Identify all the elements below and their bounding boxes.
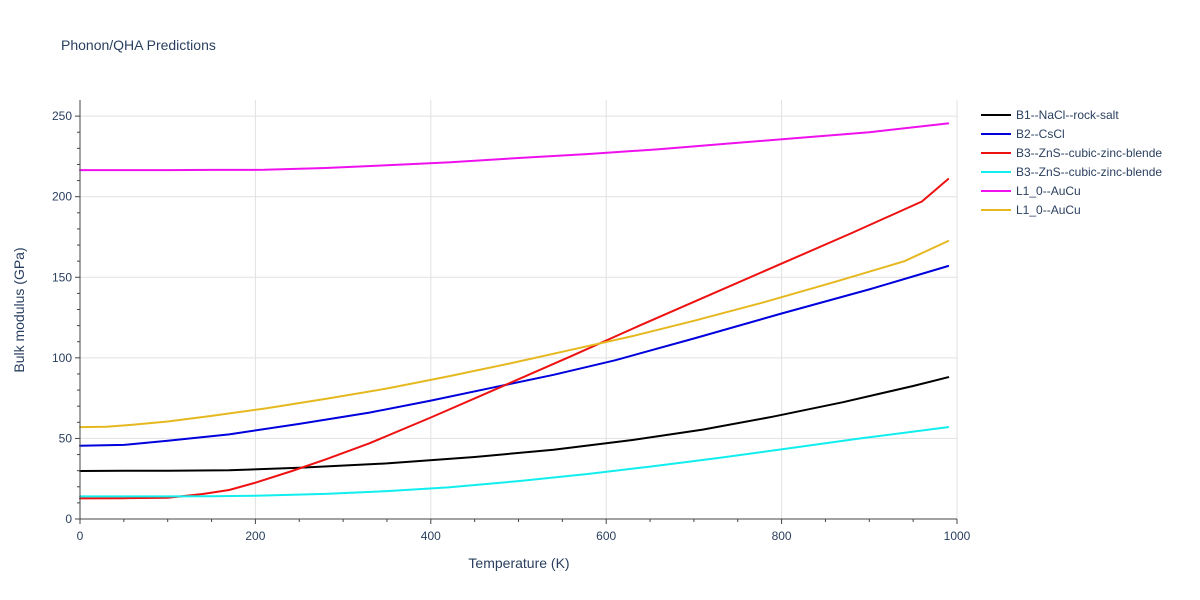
x-tick-label: 200 bbox=[245, 529, 265, 543]
legend-label: B1--NaCl--rock-salt bbox=[1016, 108, 1119, 122]
legend-item-2[interactable]: B2--CsCl bbox=[981, 127, 1065, 141]
x-tick-label: 400 bbox=[421, 529, 441, 543]
y-tick-label: 50 bbox=[59, 431, 73, 445]
x-tick-label: 1000 bbox=[944, 529, 971, 543]
legend-item-5[interactable]: L1_0--AuCu bbox=[981, 184, 1081, 198]
legend-label: B2--CsCl bbox=[1016, 127, 1065, 141]
series-line-3 bbox=[79, 178, 950, 500]
y-tick-label: 100 bbox=[52, 351, 72, 365]
legend-item-6[interactable]: L1_0--AuCu bbox=[981, 203, 1081, 217]
legend: B1--NaCl--rock-salt B2--CsCl B3--ZnS--cubi… bbox=[981, 108, 1162, 217]
x-tick-label: 800 bbox=[772, 529, 792, 543]
y-tick-label: 0 bbox=[65, 512, 72, 526]
chart-title: Phonon/QHA Predictions bbox=[61, 37, 216, 53]
series-line-1 bbox=[79, 376, 950, 472]
y-tick-label: 200 bbox=[52, 190, 72, 204]
x-axis-title: Temperature (K) bbox=[468, 555, 569, 571]
legend-label: L1_0--AuCu bbox=[1016, 184, 1081, 198]
legend-item-4[interactable]: B3--ZnS--cubic-zinc-blende bbox=[981, 165, 1162, 179]
y-axis-title: Bulk modulus (GPa) bbox=[11, 247, 27, 372]
legend-item-1[interactable]: B1--NaCl--rock-salt bbox=[981, 108, 1119, 122]
tick-labels: 0 200 400 600 800 1000 0 50 100 150 200 250 bbox=[52, 109, 971, 543]
series-lines bbox=[79, 122, 950, 500]
x-tick-label: 0 bbox=[77, 529, 84, 543]
legend-label: B3--ZnS--cubic-zinc-blende bbox=[1016, 146, 1162, 160]
x-tick-label: 600 bbox=[596, 529, 616, 543]
series-line-2 bbox=[79, 265, 950, 447]
legend-item-3[interactable]: B3--ZnS--cubic-zinc-blende bbox=[981, 146, 1162, 160]
legend-label: B3--ZnS--cubic-zinc-blende bbox=[1016, 165, 1162, 179]
y-tick-label: 250 bbox=[52, 109, 72, 123]
series-line-5 bbox=[79, 122, 950, 172]
series-line-6 bbox=[79, 240, 950, 429]
grid bbox=[80, 100, 958, 519]
series-line-4 bbox=[79, 426, 950, 498]
axes bbox=[75, 100, 958, 524]
y-tick-label: 150 bbox=[52, 270, 72, 284]
legend-label: L1_0--AuCu bbox=[1016, 203, 1081, 217]
